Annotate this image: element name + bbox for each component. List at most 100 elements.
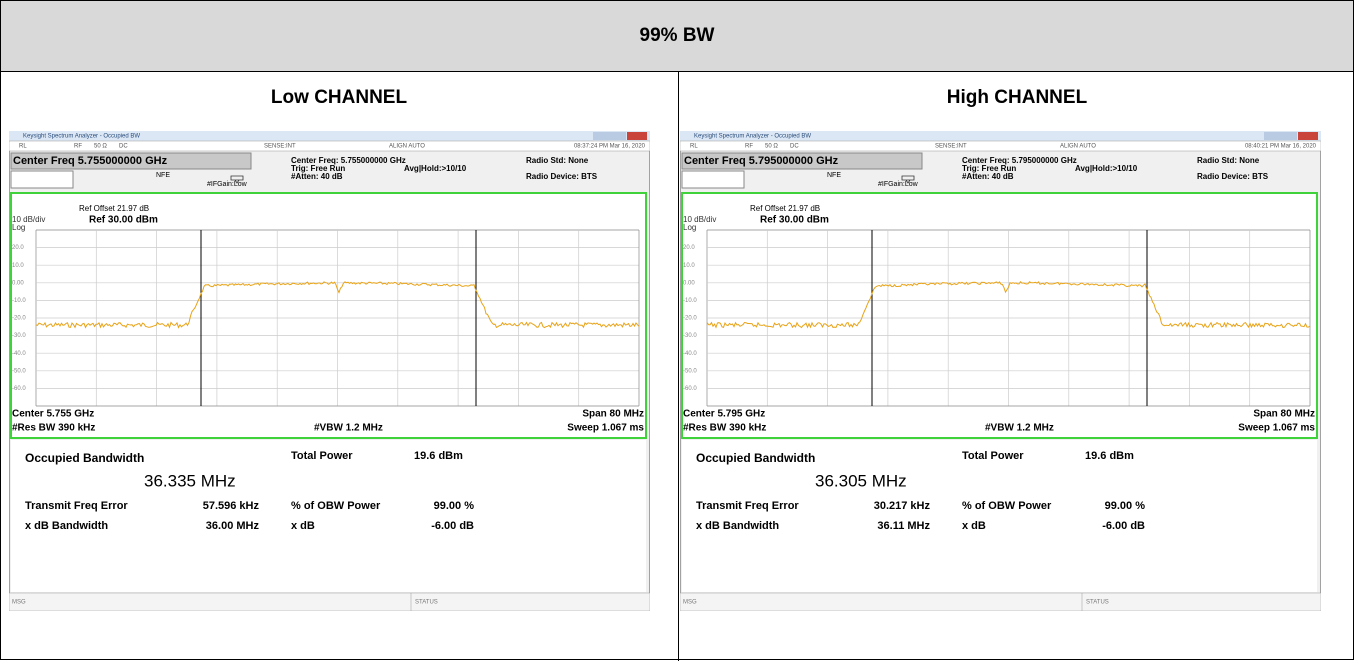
setting: #Atten: 40 dB: [962, 172, 1014, 181]
y-label: -20.0: [683, 316, 697, 322]
window-buttons: [593, 132, 626, 140]
result-value: 36.335 MHz: [144, 471, 236, 490]
y-label: 0.00: [12, 280, 24, 286]
res-bw: #Res BW 390 kHz: [12, 423, 95, 434]
window-title: Keysight Spectrum Analyzer - Occupied BW: [694, 134, 811, 140]
y-label: -10.0: [683, 298, 697, 304]
log: Log: [683, 223, 696, 232]
result-value: 36.00 MHz: [206, 520, 260, 532]
sweep: Sweep 1.067 ms: [567, 423, 644, 434]
setting: Center Freq: 5.795000000 GHz: [962, 156, 1077, 165]
radio-device: Radio Device: BTS: [526, 172, 598, 181]
y-label: 20.0: [12, 245, 24, 251]
nfe: NFE: [827, 172, 841, 179]
vbw: #VBW 1.2 MHz: [985, 423, 1054, 434]
result-value: -6.00 dB: [431, 520, 474, 532]
y-label: -60.0: [683, 386, 697, 392]
y-label: 10.0: [683, 263, 695, 269]
status-item: DC: [790, 144, 799, 150]
result-label: x dB: [962, 520, 986, 532]
y-label: 20.0: [683, 245, 695, 251]
ref-offset: Ref Offset 21.97 dB: [79, 204, 149, 213]
res-bw: #Res BW 390 kHz: [683, 423, 766, 434]
span: Span 80 MHz: [1253, 409, 1315, 420]
table-title: 99% BW: [1, 1, 1353, 72]
y-label: -50.0: [12, 368, 26, 374]
y-label: -10.0: [12, 298, 26, 304]
result-value: 99.00 %: [434, 500, 475, 512]
setting: Trig: Free Run: [962, 164, 1016, 173]
result-label: x dB Bandwidth: [25, 520, 108, 532]
span: Span 80 MHz: [582, 409, 644, 420]
y-label: 10.0: [12, 263, 24, 269]
title-bar: [9, 131, 650, 141]
status-item: RL: [690, 144, 698, 150]
radio-device: Radio Device: BTS: [1197, 172, 1269, 181]
y-label: -50.0: [683, 368, 697, 374]
message-bar: [680, 592, 1321, 611]
center-freq: Center Freq 5.795000000 GHz: [684, 155, 839, 167]
ref-level: Ref 30.00 dBm: [89, 215, 158, 226]
status-item: RF: [745, 144, 753, 150]
center: Center 5.795 GHz: [683, 409, 765, 420]
result-value: 19.6 dBm: [1085, 450, 1134, 462]
status-item: ALIGN AUTO: [389, 144, 425, 150]
msg: MSG: [12, 600, 26, 606]
log: Log: [12, 223, 25, 232]
result-value: -6.00 dB: [1102, 520, 1145, 532]
center-freq: Center Freq 5.755000000 GHz: [13, 155, 168, 167]
center-freq-box: [681, 152, 923, 170]
y-label: -30.0: [683, 333, 697, 339]
close-button: [627, 132, 647, 140]
status-item: DC: [119, 144, 128, 150]
result-label: Occupied Bandwidth: [25, 451, 144, 465]
column-heading: Low CHANNEL: [270, 87, 408, 108]
y-label: -40.0: [683, 351, 697, 357]
sweep: Sweep 1.067 ms: [1238, 423, 1315, 434]
result-label: Occupied Bandwidth: [696, 451, 815, 465]
result-label: Total Power: [291, 450, 353, 462]
status-item: RF: [74, 144, 82, 150]
result-value: 30.217 kHz: [874, 500, 931, 512]
radio-std: Radio Std: None: [526, 156, 589, 165]
msg: MSG: [683, 600, 697, 606]
result-value: 19.6 dBm: [414, 450, 463, 462]
result-value: 36.305 MHz: [815, 471, 907, 490]
status-item: SENSE:INT: [935, 144, 967, 150]
status-item: SENSE:INT: [264, 144, 296, 150]
avg-hold: Avg|Hold:>10/10: [404, 164, 467, 173]
y-label: 0.00: [683, 280, 695, 286]
nfe: NFE: [156, 172, 170, 179]
status-item: RL: [19, 144, 27, 150]
icon: [901, 175, 915, 184]
column-divider: [678, 71, 679, 661]
result-value: 57.596 kHz: [203, 500, 260, 512]
status-item: ALIGN AUTO: [1060, 144, 1096, 150]
center: Center 5.755 GHz: [12, 409, 94, 420]
window-buttons: [1264, 132, 1297, 140]
result-label: Transmit Freq Error: [25, 500, 128, 512]
y-label: -30.0: [12, 333, 26, 339]
message-bar: [9, 592, 650, 611]
y-label: -60.0: [12, 386, 26, 392]
if-gain: #IFGain:Low: [878, 181, 919, 188]
status-item: 50 Ω: [765, 144, 778, 150]
title-bar: [680, 131, 1321, 141]
y-label: -40.0: [12, 351, 26, 357]
center-freq-box: [10, 152, 252, 170]
status: STATUS: [415, 600, 438, 606]
close-button: [1298, 132, 1318, 140]
result-label: Total Power: [962, 450, 1024, 462]
radio-std: Radio Std: None: [1197, 156, 1260, 165]
y-label: -20.0: [12, 316, 26, 322]
scale: 10 dB/div: [683, 215, 716, 224]
entry-box: [10, 170, 74, 189]
analyzer-screen: Keysight Spectrum Analyzer - Occupied BW…: [9, 131, 650, 611]
result-label: x dB Bandwidth: [696, 520, 779, 532]
window-title: Keysight Spectrum Analyzer - Occupied BW: [23, 134, 140, 140]
trace: [35, 281, 640, 329]
ref-level: Ref 30.00 dBm: [760, 215, 829, 226]
graph-frame: [681, 192, 1318, 439]
status-item: 50 Ω: [94, 144, 107, 150]
avg-hold: Avg|Hold:>10/10: [1075, 164, 1138, 173]
